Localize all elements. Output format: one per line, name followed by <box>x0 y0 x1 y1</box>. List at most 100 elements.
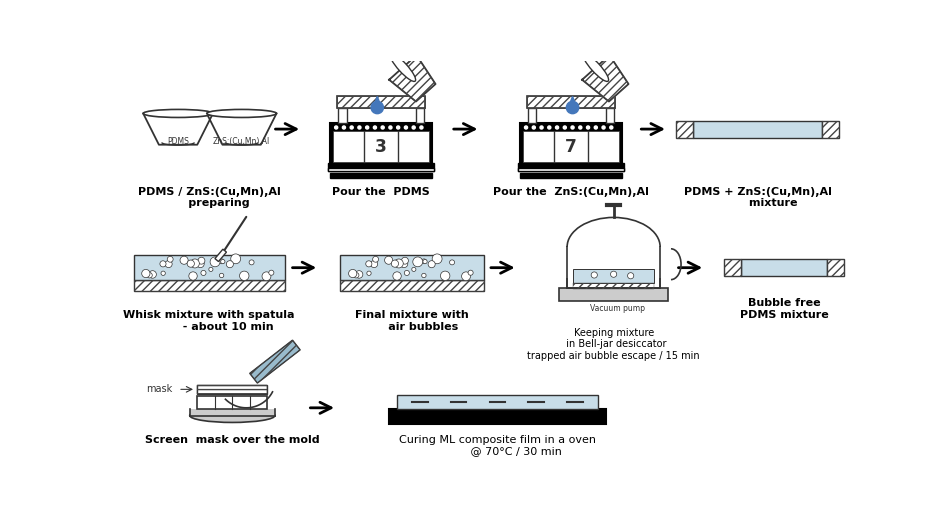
Circle shape <box>394 259 404 268</box>
FancyBboxPatch shape <box>134 280 284 291</box>
Circle shape <box>586 126 590 129</box>
FancyBboxPatch shape <box>573 269 654 283</box>
Circle shape <box>335 126 338 129</box>
Text: Bubble free
PDMS mixture: Bubble free PDMS mixture <box>740 298 828 320</box>
Circle shape <box>366 261 372 267</box>
Circle shape <box>564 126 566 129</box>
FancyBboxPatch shape <box>337 96 425 108</box>
FancyBboxPatch shape <box>523 131 619 161</box>
Circle shape <box>396 126 400 129</box>
Ellipse shape <box>567 218 661 276</box>
Text: mask: mask <box>147 384 172 394</box>
Text: Screen  mask over the mold: Screen mask over the mold <box>145 435 320 445</box>
Circle shape <box>160 261 166 267</box>
Circle shape <box>423 260 427 264</box>
Circle shape <box>468 270 473 275</box>
FancyBboxPatch shape <box>341 256 484 280</box>
FancyBboxPatch shape <box>528 108 536 123</box>
FancyBboxPatch shape <box>330 173 432 178</box>
Circle shape <box>350 126 353 129</box>
Ellipse shape <box>143 109 213 118</box>
Polygon shape <box>249 340 300 383</box>
Circle shape <box>402 257 408 264</box>
Circle shape <box>540 126 543 129</box>
Circle shape <box>392 272 401 280</box>
FancyBboxPatch shape <box>330 123 432 164</box>
Circle shape <box>428 261 435 268</box>
FancyBboxPatch shape <box>190 409 275 416</box>
Circle shape <box>579 126 582 129</box>
Text: PDMS / ZnS:(Cu,Mn),Al
     preparing: PDMS / ZnS:(Cu,Mn),Al preparing <box>137 187 280 208</box>
Circle shape <box>269 270 274 275</box>
Circle shape <box>412 126 415 129</box>
Ellipse shape <box>583 54 609 81</box>
Circle shape <box>354 272 359 278</box>
Circle shape <box>187 260 195 267</box>
Circle shape <box>591 272 598 278</box>
Circle shape <box>405 126 407 129</box>
Circle shape <box>610 126 613 129</box>
Circle shape <box>371 261 377 268</box>
Circle shape <box>371 101 383 113</box>
Circle shape <box>180 256 188 264</box>
FancyBboxPatch shape <box>339 108 346 123</box>
FancyBboxPatch shape <box>134 256 284 280</box>
FancyBboxPatch shape <box>527 96 615 108</box>
Ellipse shape <box>207 109 277 118</box>
Circle shape <box>462 272 470 281</box>
Circle shape <box>343 126 345 129</box>
Text: 3: 3 <box>375 138 387 156</box>
Circle shape <box>209 267 213 271</box>
Circle shape <box>381 126 384 129</box>
FancyBboxPatch shape <box>198 396 267 409</box>
Circle shape <box>197 260 204 268</box>
Circle shape <box>611 271 616 277</box>
Polygon shape <box>390 55 436 102</box>
Circle shape <box>356 271 363 278</box>
Ellipse shape <box>390 54 416 81</box>
FancyBboxPatch shape <box>389 409 606 424</box>
Text: ZnS:(Cu,Mn),Al: ZnS:(Cu,Mn),Al <box>213 136 270 146</box>
Circle shape <box>249 260 254 265</box>
Circle shape <box>367 271 371 275</box>
Circle shape <box>231 254 241 264</box>
FancyBboxPatch shape <box>724 259 742 276</box>
Circle shape <box>189 272 198 280</box>
Circle shape <box>374 126 376 129</box>
Circle shape <box>221 260 225 264</box>
Circle shape <box>167 257 173 262</box>
FancyBboxPatch shape <box>677 121 694 137</box>
FancyBboxPatch shape <box>198 385 267 394</box>
FancyBboxPatch shape <box>606 108 614 123</box>
Text: 7: 7 <box>565 138 577 156</box>
FancyBboxPatch shape <box>396 394 598 409</box>
Text: Keeping mixture
  in Bell-jar desiccator
trapped air bubble escape / 15 min: Keeping mixture in Bell-jar desiccator t… <box>527 328 700 361</box>
Circle shape <box>385 256 392 264</box>
FancyBboxPatch shape <box>519 173 622 178</box>
Circle shape <box>200 270 206 275</box>
Circle shape <box>440 271 450 281</box>
Polygon shape <box>375 97 380 104</box>
FancyBboxPatch shape <box>341 280 484 291</box>
Circle shape <box>373 257 378 262</box>
FancyBboxPatch shape <box>822 121 839 137</box>
Circle shape <box>422 259 426 264</box>
Text: Whisk mixture with spatula
          - about 10 min: Whisk mixture with spatula - about 10 mi… <box>123 310 295 332</box>
Circle shape <box>533 126 535 129</box>
Circle shape <box>524 126 528 129</box>
Circle shape <box>198 257 205 264</box>
Text: PDMS + ZnS:(Cu,Mn),Al
        mixture: PDMS + ZnS:(Cu,Mn),Al mixture <box>684 187 832 208</box>
Polygon shape <box>143 113 213 145</box>
Circle shape <box>405 270 409 275</box>
FancyBboxPatch shape <box>559 289 668 301</box>
Circle shape <box>602 126 605 129</box>
Text: Final mixture with
      air bubbles: Final mixture with air bubbles <box>356 310 469 332</box>
FancyBboxPatch shape <box>566 247 662 278</box>
Circle shape <box>571 126 574 129</box>
Circle shape <box>219 259 224 264</box>
Circle shape <box>432 254 442 264</box>
Circle shape <box>548 126 550 129</box>
Circle shape <box>420 126 423 129</box>
FancyBboxPatch shape <box>827 259 844 276</box>
Circle shape <box>450 260 455 265</box>
